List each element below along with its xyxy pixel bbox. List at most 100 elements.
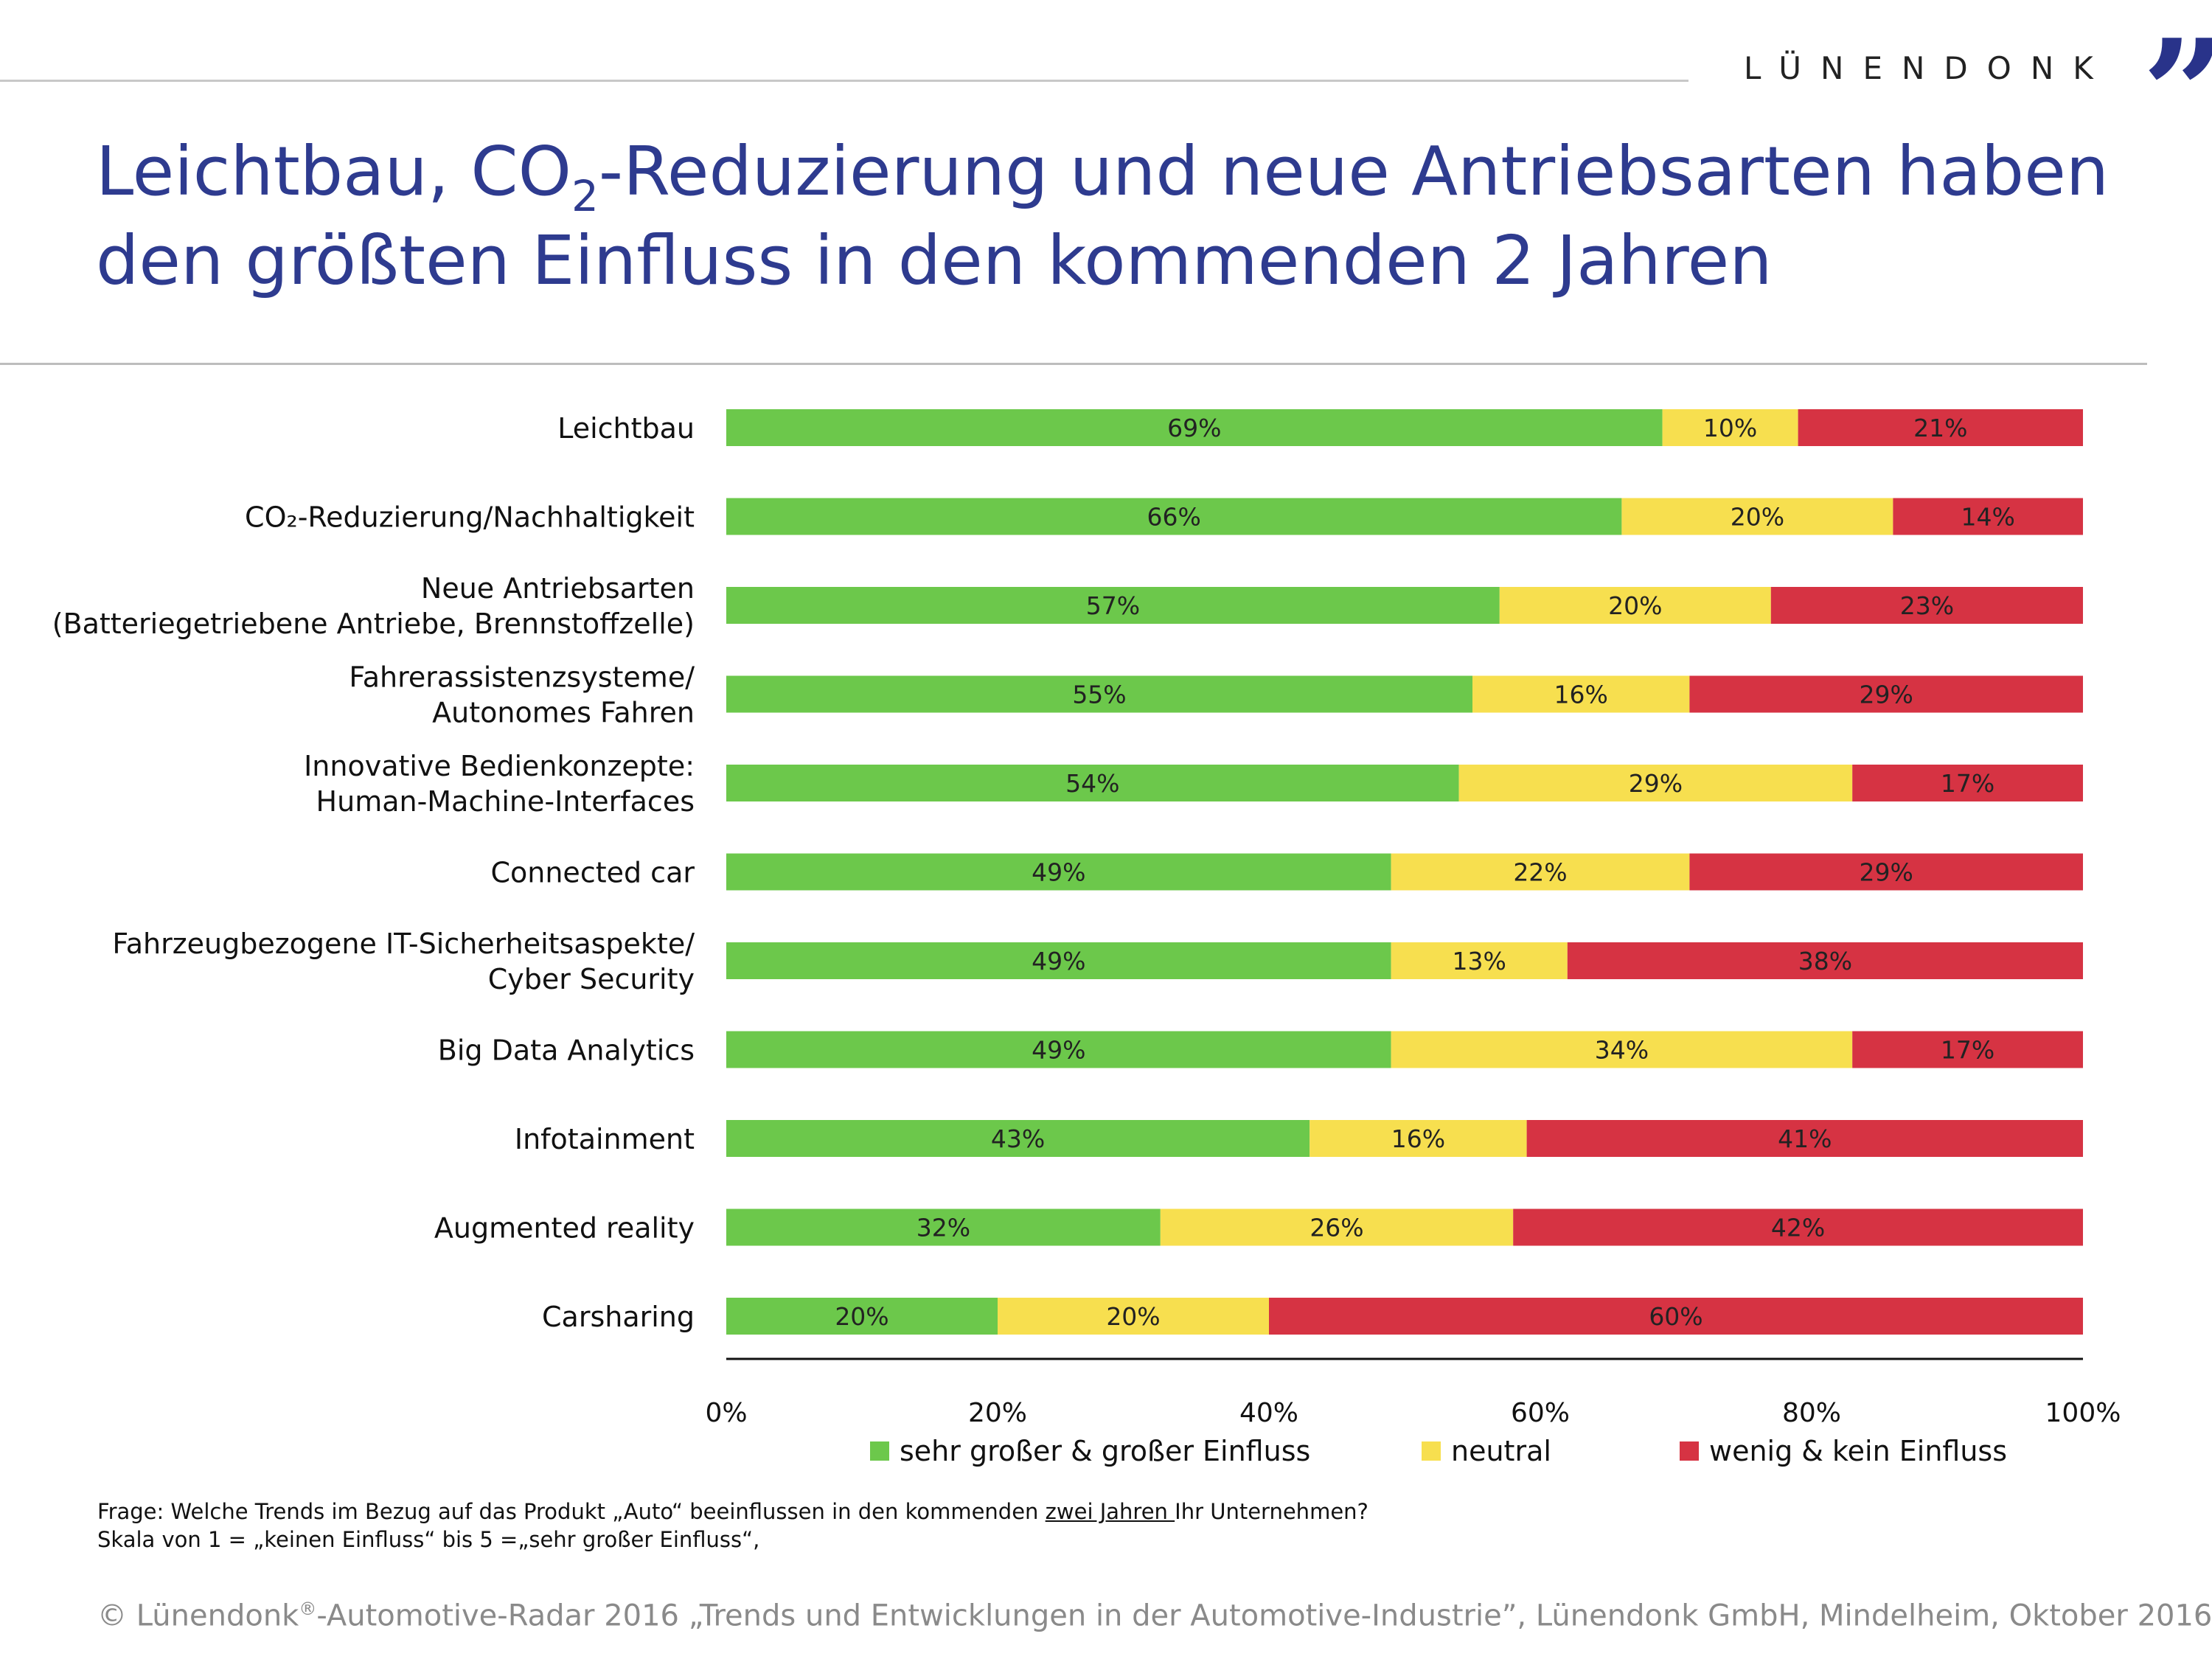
x-tick-label: 0% — [705, 1398, 747, 1428]
category-label: Cyber Security — [488, 963, 695, 995]
category-label: Big Data Analytics — [438, 1034, 695, 1067]
bar-segment — [726, 1208, 1161, 1246]
category-label: Innovative Bedienkonzepte: — [304, 750, 695, 782]
source-footer: © Lünendonk®-Automotive-Radar 2016 „Tren… — [97, 1599, 2212, 1633]
legend-swatch — [1680, 1441, 1699, 1461]
bar-value-label: 29% — [1860, 681, 1913, 709]
bar-segment — [1852, 1031, 2083, 1068]
bar-value-label: 13% — [1453, 947, 1506, 975]
bar-segment — [1689, 853, 2083, 891]
x-tick-label: 60% — [1511, 1398, 1570, 1428]
bar-value-label: 29% — [1860, 858, 1913, 887]
category-label: Autonomes Fahren — [432, 697, 695, 729]
bar-value-label: 20% — [1731, 503, 1784, 532]
category-label: Infotainment — [515, 1123, 695, 1155]
category-label: Fahrzeugbezogene IT-Sicherheitsaspekte/ — [112, 928, 695, 960]
bar-value-label: 57% — [1086, 591, 1140, 620]
category-label: Fahrerassistenzsysteme/ — [349, 661, 695, 694]
bar-segment — [1310, 1120, 1527, 1157]
bar-segment — [1391, 942, 1568, 979]
bar-segment — [1893, 498, 2083, 535]
bar-value-label: 20% — [1608, 591, 1662, 620]
page-title: Leichtbau, CO2-Reduzierung und neue Antr… — [96, 131, 2131, 302]
bar-segment — [998, 1298, 1269, 1335]
x-tick-label: 20% — [968, 1398, 1027, 1428]
bar-segment — [1567, 942, 2083, 979]
category-label: Carsharing — [542, 1301, 695, 1333]
category-label: CO₂-Reduzierung/Nachhaltigkeit — [245, 501, 695, 534]
title-line-1: Leichtbau, CO2-Reduzierung und neue Antr… — [96, 132, 2110, 221]
bar-value-label: 60% — [1649, 1302, 1703, 1331]
bar-value-label: 34% — [1595, 1036, 1649, 1065]
bar-value-label: 29% — [1629, 769, 1683, 798]
bar-segment — [726, 765, 1459, 801]
x-tick-label: 100% — [2045, 1398, 2121, 1428]
bar-value-label: 54% — [1065, 769, 1119, 798]
legend-swatch — [870, 1441, 889, 1461]
bar-segment — [726, 587, 1500, 624]
bar-segment — [726, 409, 1663, 446]
bar-value-label: 21% — [1913, 414, 1967, 442]
brand-wordmark: LÜNENDONK — [1744, 50, 2112, 86]
bar-segment — [726, 1298, 998, 1335]
legend-label: neutral — [1451, 1435, 1551, 1467]
bar-segment — [1499, 587, 1771, 624]
bar-segment — [726, 1031, 1391, 1068]
bar-segment — [1513, 1208, 2083, 1246]
category-label: Connected car — [490, 857, 695, 889]
bar-value-label: 49% — [1032, 947, 1085, 975]
bar-value-label: 17% — [1941, 769, 1994, 798]
category-label: (Batteriegetriebene Antriebe, Brennstoff… — [52, 608, 695, 640]
category-label: Human-Machine-Interfaces — [316, 785, 695, 818]
bar-value-label: 22% — [1513, 858, 1567, 887]
bar-segment — [726, 675, 1472, 713]
bar-segment — [1472, 675, 1690, 713]
bar-value-label: 17% — [1941, 1036, 1994, 1065]
brand-quote-logo: ” — [2142, 21, 2212, 168]
stacked-bar-chart: Leichtbau 69% 10% 21% CO₂-Reduzierung/Nachha… — [52, 409, 2121, 1467]
bar-segment — [1391, 853, 1690, 891]
bar-value-label: 42% — [1771, 1214, 1825, 1242]
bar-segment — [1458, 765, 1853, 801]
bar-value-label: 41% — [1778, 1124, 1832, 1153]
bar-value-label: 38% — [1798, 947, 1852, 975]
bar-value-label: 55% — [1072, 681, 1126, 709]
bar-segment — [1689, 675, 2083, 713]
bar-value-label: 23% — [1900, 591, 1954, 620]
top-divider — [0, 80, 1688, 82]
bar-segment — [1798, 409, 2083, 446]
bar-value-label: 26% — [1310, 1214, 1363, 1242]
bar-segment — [1269, 1298, 2083, 1335]
bar-segment — [1391, 1031, 1853, 1068]
bar-segment — [1852, 765, 2083, 801]
bar-value-label: 49% — [1032, 858, 1085, 887]
legend-label: sehr großer & großer Einfluss — [900, 1435, 1310, 1467]
x-tick-label: 40% — [1239, 1398, 1298, 1428]
legend-label: wenig & kein Einfluss — [1709, 1435, 2007, 1467]
question-note: Frage: Welche Trends im Bezug auf das Pr… — [97, 1499, 1368, 1524]
x-tick-label: 80% — [1782, 1398, 1841, 1428]
bar-segment — [1160, 1208, 1514, 1246]
bar-value-label: 16% — [1391, 1124, 1445, 1153]
bar-value-label: 16% — [1554, 681, 1608, 709]
category-label: Neue Antriebsarten — [421, 572, 695, 605]
bar-segment — [1621, 498, 1893, 535]
legend-swatch — [1422, 1441, 1441, 1461]
bar-segment — [1662, 409, 1798, 446]
bar-value-label: 66% — [1147, 503, 1201, 532]
category-label: Augmented reality — [434, 1212, 695, 1245]
bar-segment — [1526, 1120, 2083, 1157]
bar-segment — [1770, 587, 2083, 624]
title-divider — [0, 363, 2147, 365]
bar-value-label: 69% — [1167, 414, 1221, 442]
scale-note: Skala von 1 = „keinen Einfluss“ bis 5 =„… — [97, 1527, 760, 1552]
title-line-2: den größten Einfluss in den kommenden 2 … — [96, 221, 1773, 300]
bar-segment — [726, 942, 1391, 979]
bar-value-label: 10% — [1703, 414, 1757, 442]
category-label: Leichtbau — [557, 412, 695, 445]
bar-segment — [726, 1120, 1310, 1157]
bar-segment — [726, 853, 1391, 891]
bar-value-label: 32% — [917, 1214, 970, 1242]
bar-value-label: 20% — [835, 1302, 888, 1331]
bar-value-label: 49% — [1032, 1036, 1085, 1065]
